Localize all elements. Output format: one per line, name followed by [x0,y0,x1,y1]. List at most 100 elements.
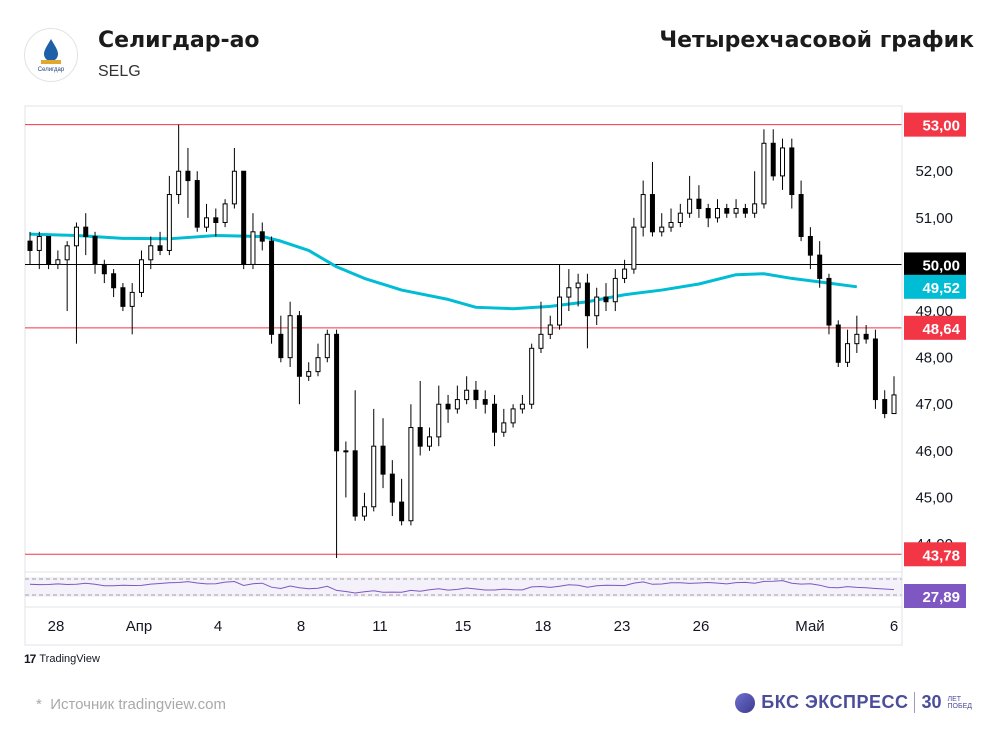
candle [612,269,618,312]
level-badge-1-bg [904,315,966,340]
candle-body [603,296,609,303]
candle [389,460,395,517]
candle-body [584,282,590,317]
candle [547,315,553,339]
candle [46,235,52,270]
candle-body [334,333,340,452]
candle [705,203,711,228]
candle-body [241,170,247,265]
candle-body [166,194,172,251]
candle-body [408,427,414,522]
moving-average [29,232,858,311]
candle [649,161,655,237]
candle [83,213,89,256]
candle-body [46,235,52,265]
x-tick-label: 15 [455,618,472,635]
candle-body [807,235,813,256]
bks-anniversary-number: 30 [914,692,942,713]
candle [64,241,70,312]
candle-body [296,315,302,377]
candle [492,394,498,447]
candle [287,301,293,367]
candle-body [176,170,182,196]
x-tick-label: 26 [693,618,710,635]
candle-body [668,222,674,228]
candle [222,199,228,228]
candle-body [111,273,117,289]
price-chart[interactable]: 52,0051,0049,0048,0047,0046,0045,0044,00… [0,0,1000,650]
candle [436,385,442,447]
y-tick-label: 49,00 [915,303,953,320]
candle-body [399,501,405,522]
candle [371,408,377,512]
candle-body [566,287,572,298]
candle [445,394,451,423]
candle [306,362,312,381]
candle [780,138,786,190]
rsi-pane [25,577,902,597]
candle-body [454,399,460,410]
candle-body [501,422,507,433]
level-badge-2-label: 43,78 [922,547,960,564]
candle [817,241,823,288]
candle [166,175,172,256]
candle [640,180,646,237]
tradingview-label: TradingView [39,653,100,665]
x-tick-label: Апр [126,618,152,635]
ma-badge-bg [904,274,966,299]
plot-border [24,105,903,646]
candle-body [714,208,720,219]
candle-body [752,203,758,214]
candle [361,492,367,521]
candle-body [705,208,711,219]
candle [501,408,507,437]
candle [157,231,163,256]
candle-body [380,445,386,475]
candle [250,213,256,270]
level-badge-2-bg [904,542,966,567]
candle [55,250,61,270]
bks-brand-text: БКС ЭКСПРЕСС [761,692,909,712]
candle [129,283,135,335]
candle [668,208,674,232]
candle-body [770,142,776,177]
candle-body [287,315,293,359]
candle-body [73,226,79,247]
candle-body [157,245,163,251]
candle-body [129,291,135,307]
rsi-badge-bg [904,584,966,608]
company-logo-icon: Селигдар [24,28,78,82]
ticker-code: SELG [98,63,141,80]
seligdar-logo-icon: Селигдар [38,39,65,73]
level-badge-0: 53,00 [904,112,966,137]
candle [733,199,739,218]
level-badge-1-label: 48,64 [922,321,960,338]
ma-badge: 49,52 [904,274,966,299]
candle [659,213,665,237]
candle [352,390,358,521]
candle-body [854,333,860,345]
candle [622,259,628,284]
candle-body [863,333,869,340]
timeframe-title: Четырехчасовой график [659,28,974,53]
x-tick-label: 23 [614,618,631,635]
rsi-band [25,577,902,597]
candle [315,343,321,377]
rsi-line [29,580,895,594]
candle-body [594,296,600,317]
candle [213,208,219,237]
candle-body [231,170,237,205]
candle [185,147,191,218]
x-axis: 28 Апр 4 8 11 15 18 23 26 Май 6 [48,618,899,635]
candle-body [445,403,451,410]
candle-body [687,198,693,214]
candle-body [631,226,637,270]
candle [891,376,897,415]
candle-body [389,473,395,503]
chart-frame [24,105,903,646]
bks-brand: БКС ЭКСПРЕСС 30 ЛЕТ ПОБЕД [735,692,972,713]
candle-body [649,194,655,233]
candle [231,147,237,209]
candle [464,376,470,405]
level-badge-0-label: 53,00 [922,118,960,135]
